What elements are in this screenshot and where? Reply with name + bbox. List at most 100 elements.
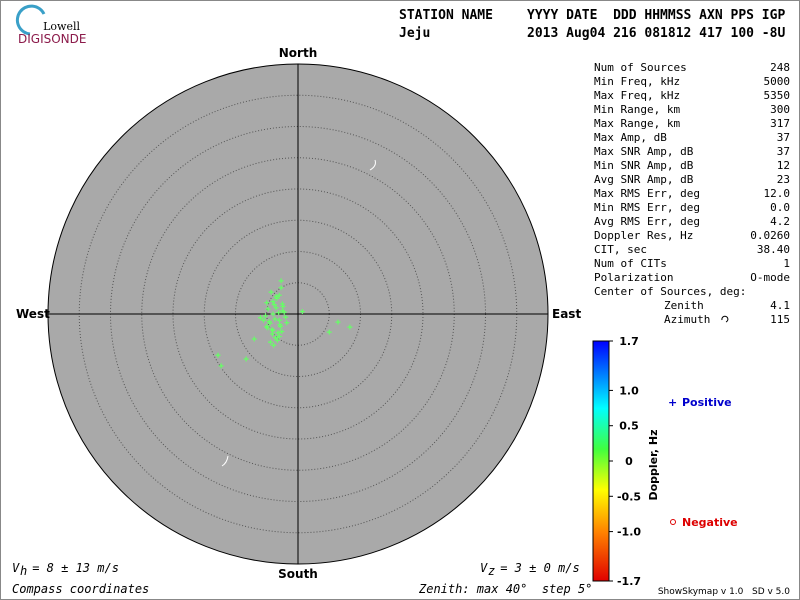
header-label: YYYY DATE DDD HHMMSS AXN PPS IGP (527, 8, 785, 23)
stat-value: 300 (770, 103, 790, 116)
stat-value: 38.40 (757, 243, 790, 256)
colorbar (592, 340, 610, 582)
source-point (218, 363, 224, 369)
source-point (268, 339, 273, 345)
stat-value: 4.2 (770, 215, 790, 228)
stat-label: Max SNR Amp, dB (594, 145, 694, 158)
stat-value: 5350 (764, 89, 791, 102)
logo-top: Lowell (43, 20, 80, 33)
trace (369, 159, 376, 171)
stat-value: 0.0260 (750, 229, 790, 242)
source-point (271, 342, 277, 348)
stat-value: 5000 (764, 75, 791, 88)
header-value: 2013 Aug04 216 081812 417 100 -8U (527, 26, 785, 41)
source-point (269, 331, 275, 337)
source-point (264, 325, 270, 331)
colorbar-tick-label: 1.7 (619, 335, 639, 348)
stat-value: 12 (777, 159, 790, 172)
stat-value: 248 (770, 61, 790, 74)
negative-label: Negative (682, 516, 738, 529)
source-point (270, 299, 276, 304)
stat-value: 12.0 (764, 187, 791, 200)
source-point (279, 301, 285, 307)
source-point (277, 322, 283, 328)
east-label: East (552, 307, 581, 321)
stat-label: Min Range, km (594, 103, 680, 116)
stat-value: 37 (777, 145, 790, 158)
colorbar-tick-label: 0.5 (619, 420, 639, 433)
stat-label: CIT, sec (594, 243, 647, 256)
logo-arc (15, 4, 46, 36)
north-label: North (279, 46, 317, 60)
source-point (299, 309, 305, 314)
stat-value: 0.0 (770, 201, 790, 214)
positive-marker: + (668, 396, 677, 409)
stat-label: Avg RMS Err, deg (594, 215, 700, 228)
center-title: Center of Sources, deg: (594, 285, 746, 298)
header-label: STATION NAME (399, 8, 493, 23)
vh-text: = 8 ± 13 m/s (25, 561, 119, 575)
west-label: West (16, 307, 50, 321)
source-point (276, 310, 282, 316)
source-point (270, 327, 276, 333)
source-point (268, 289, 274, 295)
colorbar-tick-label: -0.5 (617, 490, 641, 503)
source-point (264, 300, 270, 306)
colorbar-tick-label: 0 (625, 455, 633, 468)
source-point (274, 337, 280, 343)
source-point (276, 292, 282, 298)
source-point (335, 319, 341, 325)
source-point (273, 294, 279, 299)
source-point (266, 319, 272, 324)
source-point (258, 315, 263, 321)
source-point (251, 336, 257, 342)
stat-label: Num of CITs (594, 257, 667, 270)
sources (215, 278, 353, 369)
vh-sub: h (20, 564, 27, 578)
center-label: Zenith (664, 299, 704, 312)
source-point (279, 329, 285, 334)
stat-value: 23 (777, 173, 790, 186)
stat-label: Max Freq, kHz (594, 89, 680, 102)
stat-label: Min Freq, kHz (594, 75, 680, 88)
center-label: Azimuth (664, 313, 710, 326)
header-value: Jeju (399, 26, 430, 41)
source-point (270, 311, 276, 317)
stat-label: Max Amp, dB (594, 131, 667, 144)
source-point (276, 317, 282, 323)
trace (221, 455, 229, 467)
stat-label: Min SNR Amp, dB (594, 159, 694, 172)
source-point (261, 317, 267, 323)
stat-label: Max Range, km (594, 117, 680, 130)
stat-label: Avg SNR Amp, dB (594, 173, 694, 186)
coords-note: Compass coordinates (12, 582, 149, 596)
stats-table: Num of Sources 248 Min Freq, kHz 5000 Max Fr… (594, 61, 790, 326)
source-point (265, 306, 271, 312)
positive-label: Positive (682, 396, 732, 409)
source-point (263, 313, 268, 319)
vz-text: = 3 ± 0 m/s (493, 561, 580, 575)
stat-label: Min RMS Err, deg (594, 201, 700, 214)
negative-marker (670, 519, 676, 525)
source-point (275, 330, 281, 336)
source-point (284, 320, 290, 326)
center-value: 115 (770, 313, 790, 326)
colorbar-ticks: 1.7 1.0 0.5 0 -0.5 -1.0 -1.7 (609, 335, 641, 588)
stat-value: O-mode (750, 271, 790, 284)
source-point (271, 302, 277, 308)
logo-bottom: DIGISONDE (18, 32, 86, 46)
source-point (278, 278, 284, 284)
colorbar-tick-label: -1.7 (617, 575, 641, 588)
stat-value: 317 (770, 117, 790, 130)
source-point (272, 316, 278, 322)
source-point (273, 305, 279, 311)
colorbar-label: Doppler, Hz (647, 429, 660, 500)
stat-value: 1 (783, 257, 790, 270)
source-point (283, 314, 288, 320)
vz-symbol: V (480, 561, 488, 575)
source-point (281, 309, 287, 315)
version: ShowSkymap v 1.0 SD v 5.0 (658, 587, 790, 597)
south-label: South (278, 567, 318, 581)
vz-sub: z (488, 564, 495, 578)
